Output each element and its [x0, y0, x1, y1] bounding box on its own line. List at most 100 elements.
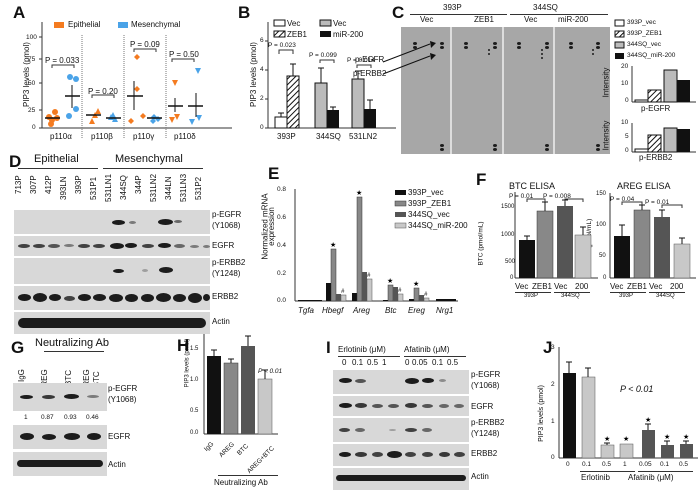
panel-c-intensity-charts	[631, 66, 696, 153]
dose: 0.1	[432, 358, 444, 367]
ytick: 0.4	[277, 242, 287, 249]
pval: P = 0.09	[130, 40, 160, 49]
lane-label: 344P	[134, 175, 143, 194]
dose: 1	[623, 461, 627, 468]
legend-item: 393P_ZEB1	[408, 199, 452, 208]
blot-p-egfr	[13, 383, 107, 411]
lane-label: 412P	[44, 175, 53, 194]
svg-text:#: #	[398, 288, 402, 294]
panel-label-c: C	[392, 3, 405, 22]
lane-label: 531P2	[194, 176, 203, 200]
dose: 0	[405, 358, 410, 367]
panel-label-a: A	[13, 3, 26, 22]
blot-p-erbb2	[333, 418, 469, 442]
legend-item: 344SQ_vec	[627, 41, 661, 48]
ytick: 50	[599, 253, 606, 259]
legend-mir200: miR-200	[333, 30, 364, 39]
dose: 0.1	[660, 461, 670, 468]
group-epithelial: Epithelial	[34, 153, 79, 165]
group-label: Neutralizing Ab	[214, 478, 268, 487]
ytick: 1.5	[190, 346, 199, 352]
svg-text:★: ★	[604, 435, 610, 443]
btc-elisa-title: BTC ELISA	[509, 181, 556, 191]
xcat: Areg	[353, 306, 370, 315]
panel-c-legend-swatches	[614, 19, 625, 59]
panel-label-d: D	[9, 152, 22, 171]
blot-actin	[333, 468, 469, 490]
row-label: p-ERBB2	[471, 418, 505, 427]
legend-item: 393P_vec	[627, 19, 656, 26]
label-perbb2: p-ERBB2	[639, 153, 673, 162]
xcat: p110γ	[133, 132, 155, 141]
xcat: AREG	[218, 440, 236, 459]
lane-label: 531LN1	[104, 173, 113, 202]
blot-p-egfr	[333, 370, 469, 394]
ytick: 0	[260, 124, 264, 131]
group-label: Afatinib (μM)	[628, 473, 674, 482]
ytick: 2	[551, 381, 555, 388]
ytick: 0.8	[277, 186, 287, 193]
row-label: EGFR	[471, 402, 494, 411]
ytick: 1500	[501, 204, 515, 210]
row-label: (Y1068)	[471, 381, 500, 390]
xcat: IgG	[203, 440, 216, 453]
panel-e-chart: ★ # ★ # ★ # ★ #	[294, 189, 458, 302]
ytick: 2	[260, 95, 264, 102]
ytick: 0	[625, 97, 629, 104]
ytick: 6	[260, 37, 264, 44]
xcat: Vec	[610, 282, 624, 291]
dose: 0.5	[447, 358, 459, 367]
xcat: BTC	[236, 442, 251, 457]
ytick: 150	[596, 191, 607, 197]
xcat: Tgfa	[298, 306, 315, 315]
lane-labels: 713P 307P 412P 393LN 393P 531P1 531LN1 3…	[14, 170, 209, 206]
svg-text:★: ★	[330, 241, 336, 249]
lane-label: 713P	[14, 175, 23, 194]
xcat: p110β	[91, 132, 113, 141]
ytick: 75	[28, 56, 36, 63]
group-label: Erlotinib	[581, 473, 610, 482]
xcat: Vec	[554, 282, 568, 291]
divider	[510, 14, 608, 15]
svg-text:★: ★	[683, 433, 689, 441]
blot-erbb2	[333, 444, 469, 466]
btc-ylabel: BTC (pmol/mL)	[477, 221, 485, 266]
pval: P < 0.01	[620, 384, 654, 394]
panel-label-b: B	[238, 3, 251, 22]
arrow-label-pegfr: p-EGFR	[355, 55, 385, 64]
row-label: (Y1248)	[471, 429, 500, 438]
dose: 0.05	[639, 461, 652, 468]
blot-egfr	[333, 396, 469, 416]
blot-p-erbb2	[14, 258, 210, 284]
dose: 0	[566, 461, 570, 468]
panel-j-chart: ★ ★ ★ ★ ★	[558, 347, 698, 459]
group-label: 344SQ	[561, 293, 580, 299]
legend-item: 344SQ_miR-200	[627, 52, 676, 59]
ytick: 1	[551, 418, 555, 425]
blot-egfr	[14, 236, 210, 256]
xcat: ZEB1	[532, 282, 553, 291]
ytick: 0.5	[190, 408, 199, 414]
xcat: Btc	[385, 306, 397, 315]
ytick: 0	[32, 124, 36, 131]
lane-vec: Vec	[524, 15, 538, 24]
quant-value: 0.93	[64, 414, 77, 421]
panel-label-h: H	[177, 336, 190, 355]
divider	[18, 168, 98, 169]
row-label: Actin	[471, 472, 489, 481]
legend-item: 393P_vec	[408, 188, 444, 197]
xcat: Vec	[649, 282, 663, 291]
xcat: 200	[670, 282, 684, 291]
legend-item: 344SQ_vec	[408, 210, 450, 219]
ytick: 0	[603, 275, 607, 281]
blot-p-egfr	[14, 210, 210, 234]
lane-label: 344SQ	[119, 175, 128, 200]
dose: 1	[382, 358, 387, 367]
group-344sq: 344SQ	[533, 3, 558, 12]
svg-text:★: ★	[623, 435, 629, 443]
arrows	[382, 41, 436, 75]
ytick: 25	[28, 107, 36, 114]
intensity-ylabel: Intensity	[601, 120, 611, 151]
group-mesenchymal: Mesenchymal	[115, 153, 183, 165]
lane-label: 531P1	[89, 176, 98, 200]
